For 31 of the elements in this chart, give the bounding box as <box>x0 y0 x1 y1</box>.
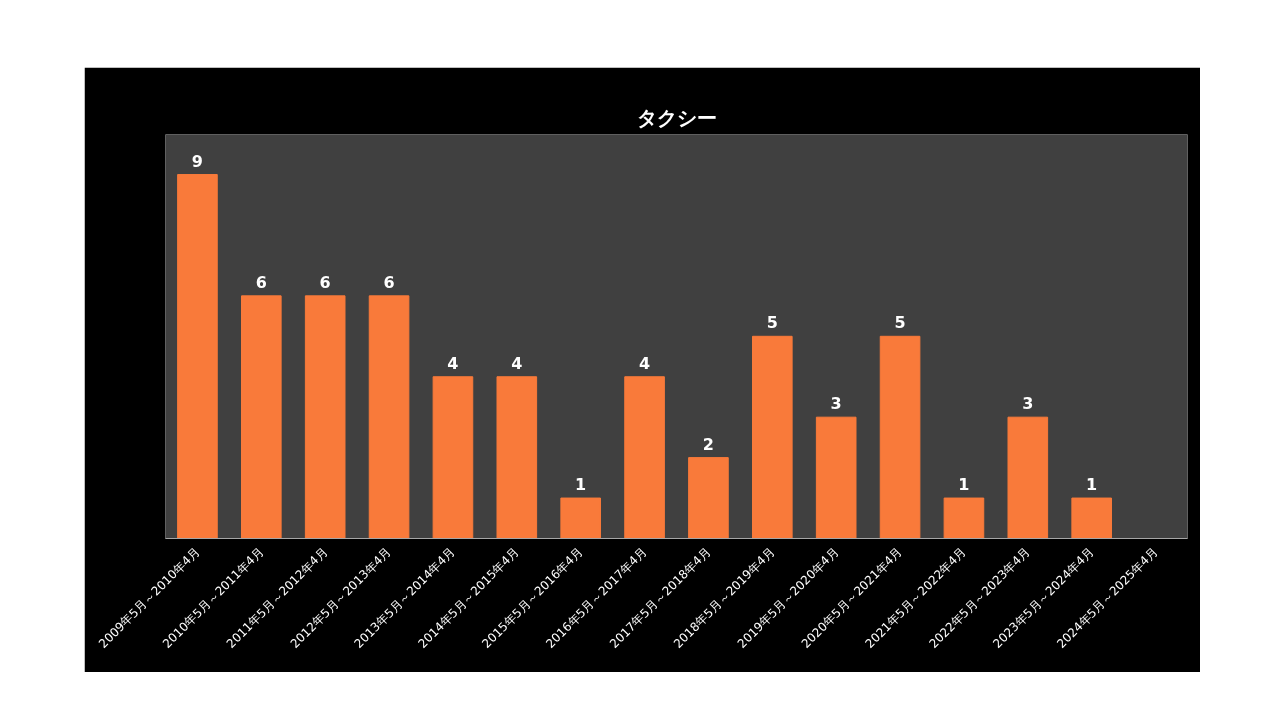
bar <box>1007 416 1049 539</box>
chart-title: タクシー <box>636 105 717 130</box>
data-label: 4 <box>639 353 651 373</box>
data-label: 1 <box>1086 475 1098 495</box>
bar <box>560 497 601 539</box>
data-label: 4 <box>447 353 459 373</box>
bar <box>496 376 538 539</box>
bar <box>624 376 665 539</box>
bar <box>752 335 793 539</box>
data-label: 6 <box>255 272 267 292</box>
data-label: 6 <box>319 272 331 292</box>
data-label: 1 <box>958 475 970 495</box>
data-label: 5 <box>766 313 778 333</box>
data-label: 3 <box>1022 394 1034 414</box>
data-label: 1 <box>575 475 587 495</box>
bar <box>879 335 921 539</box>
bar <box>943 497 985 539</box>
data-label: 3 <box>830 394 842 414</box>
data-label: 2 <box>702 434 715 454</box>
bar <box>304 295 346 539</box>
bar <box>815 416 857 539</box>
data-label: 4 <box>511 353 523 373</box>
bar <box>688 457 729 539</box>
data-label: 5 <box>894 313 906 333</box>
bar <box>368 295 410 539</box>
bar <box>1071 497 1112 539</box>
bar <box>177 174 218 539</box>
data-label: 6 <box>383 272 395 292</box>
bar <box>432 376 474 539</box>
data-label: 9 <box>191 151 204 171</box>
bar <box>241 295 282 539</box>
